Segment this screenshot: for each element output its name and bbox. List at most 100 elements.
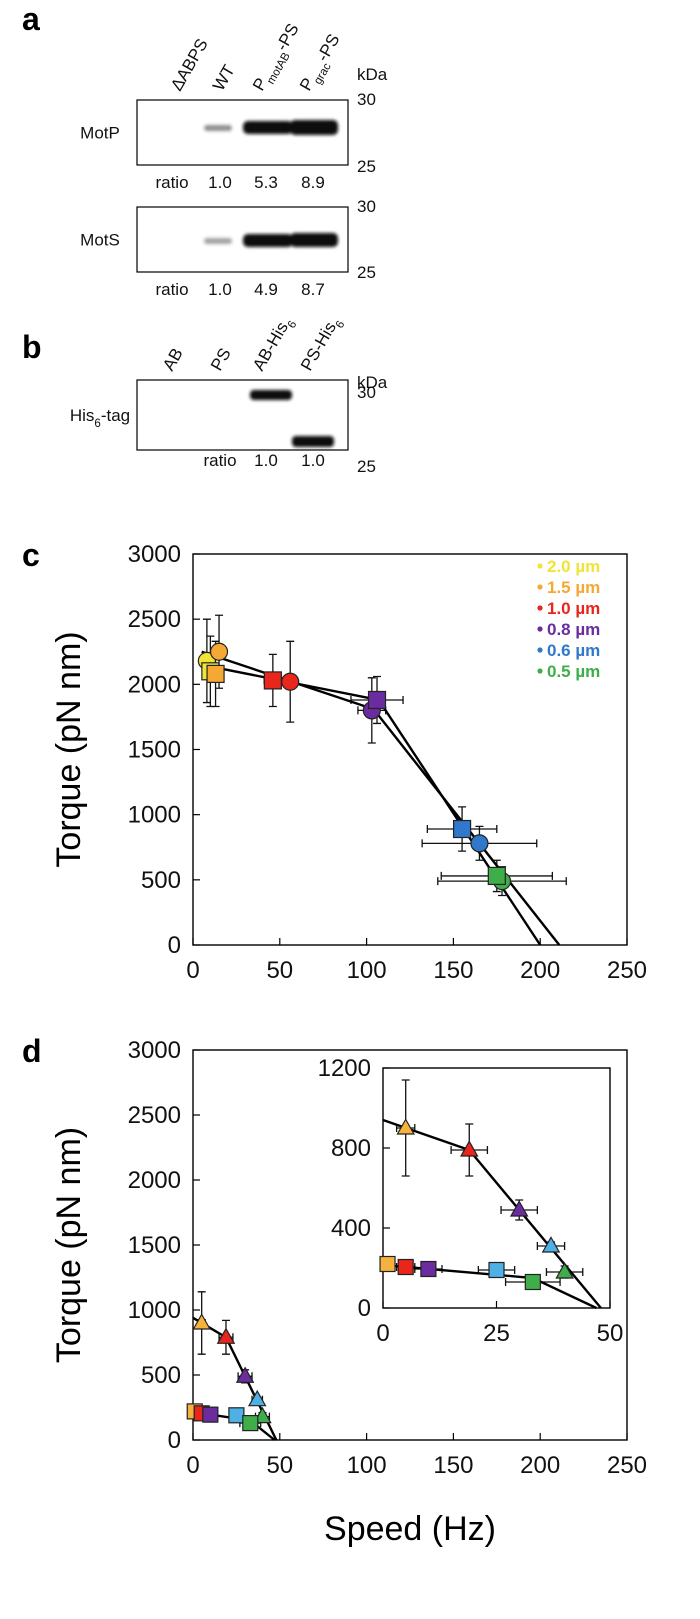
- size-marker: 30: [357, 383, 376, 402]
- y-tick-label: 800: [331, 1135, 371, 1162]
- band: [292, 436, 334, 447]
- x-tick-label: 100: [347, 1452, 387, 1479]
- label-sub: 6: [94, 418, 100, 430]
- x-tick-label: 200: [520, 957, 560, 984]
- legend-dot: [537, 647, 543, 653]
- ratio-value: 8.7: [301, 280, 325, 299]
- x-tick-label: 150: [433, 1452, 473, 1479]
- blot-name: His6-tag: [70, 406, 130, 430]
- size-marker: 25: [357, 263, 376, 282]
- legend-dot: [537, 584, 543, 590]
- ratio-label: ratio: [203, 451, 236, 470]
- ratio-value: 1.0: [301, 451, 325, 470]
- point: [459, 1140, 479, 1157]
- y-tick-label: 0: [168, 1427, 181, 1454]
- y-tick-label: 1500: [128, 737, 181, 764]
- label-sub: 6: [286, 319, 300, 331]
- point: [488, 1261, 505, 1279]
- x-tick-label: 25: [483, 1320, 510, 1347]
- legend-dot: [537, 563, 543, 569]
- y-tick-label: 500: [141, 1362, 181, 1389]
- ratio-value: 5.3: [254, 173, 278, 192]
- blot-bands: [204, 120, 338, 447]
- y-tick-label: 500: [141, 867, 181, 894]
- y-tick-label: 2500: [128, 606, 181, 633]
- size-marker: 25: [357, 157, 376, 176]
- ratio-value: 4.9: [254, 280, 278, 299]
- x-tick-label: 150: [433, 957, 473, 984]
- size-marker: 30: [357, 197, 376, 216]
- x-tick-label: 0: [186, 957, 199, 984]
- y-tick-label: 1000: [128, 802, 181, 829]
- band: [243, 121, 293, 134]
- x-tick-label: 100: [347, 957, 387, 984]
- point: [367, 690, 387, 710]
- y-tick-label: 400: [331, 1215, 371, 1242]
- point: [397, 1258, 414, 1276]
- band: [243, 234, 293, 247]
- x-tick-label: 0: [186, 1452, 199, 1479]
- band: [204, 125, 232, 131]
- point: [216, 1327, 236, 1344]
- panel-label: b: [22, 329, 42, 365]
- panel-label: c: [22, 537, 40, 573]
- point: [263, 671, 282, 690]
- y-axis-title: Torque (pN nm): [50, 1127, 88, 1363]
- ratio-value: 1.0: [208, 280, 232, 299]
- panel-label: a: [22, 1, 40, 37]
- y-tick-label: 2500: [128, 1102, 181, 1129]
- band: [204, 238, 232, 244]
- point: [509, 1200, 529, 1217]
- legend-label: 1.0 µm: [547, 599, 600, 618]
- y-tick-label: 0: [358, 1295, 371, 1322]
- point: [452, 819, 472, 839]
- point: [487, 866, 506, 886]
- x-tick-label: 250: [607, 957, 647, 984]
- point: [396, 1118, 415, 1135]
- ratio-value: 1.0: [208, 173, 232, 192]
- band: [290, 120, 338, 135]
- point: [206, 664, 225, 684]
- legend-label: 1.5 µm: [547, 578, 600, 597]
- point: [202, 1406, 219, 1423]
- legend-label: 0.8 µm: [547, 620, 600, 639]
- ratio-value: 8.9: [301, 173, 325, 192]
- point: [235, 1366, 255, 1383]
- legend-dot: [537, 605, 543, 611]
- x-tick-label: 50: [266, 1452, 293, 1479]
- point: [192, 1313, 211, 1330]
- label-base: His: [70, 406, 95, 425]
- unit-label: kDa: [357, 373, 388, 392]
- label-sub: 6: [334, 319, 348, 331]
- point: [420, 1260, 437, 1278]
- x-tick-label: 0: [376, 1320, 389, 1347]
- size-marker: 25: [357, 457, 376, 476]
- x-tick-label: 250: [607, 1452, 647, 1479]
- y-tick-label: 2000: [128, 671, 181, 698]
- y-axis-title: Torque (pN nm): [50, 631, 88, 867]
- point: [379, 1255, 396, 1273]
- ratio-label: ratio: [155, 173, 188, 192]
- blot-frame: [136, 206, 349, 273]
- ratio-label: ratio: [155, 280, 188, 299]
- point: [470, 834, 489, 853]
- legend-dot: [537, 626, 543, 632]
- blot-frame: [136, 379, 349, 451]
- point: [524, 1273, 541, 1291]
- blot-name: MotS: [80, 231, 120, 250]
- band: [250, 390, 292, 400]
- blot-name: MotP: [80, 124, 120, 143]
- panel-label: d: [22, 1033, 42, 1069]
- point: [209, 642, 229, 661]
- x-tick-label: 50: [597, 1320, 624, 1347]
- point: [541, 1236, 561, 1253]
- legend-label: 0.6 µm: [547, 641, 600, 660]
- band: [290, 233, 338, 247]
- y-tick-label: 3000: [128, 1037, 181, 1064]
- legend-label: 2.0 µm: [547, 557, 600, 576]
- point: [555, 1262, 574, 1279]
- y-tick-label: 2000: [128, 1167, 181, 1194]
- blot-frame: [136, 99, 349, 166]
- y-tick-label: 0: [168, 932, 181, 959]
